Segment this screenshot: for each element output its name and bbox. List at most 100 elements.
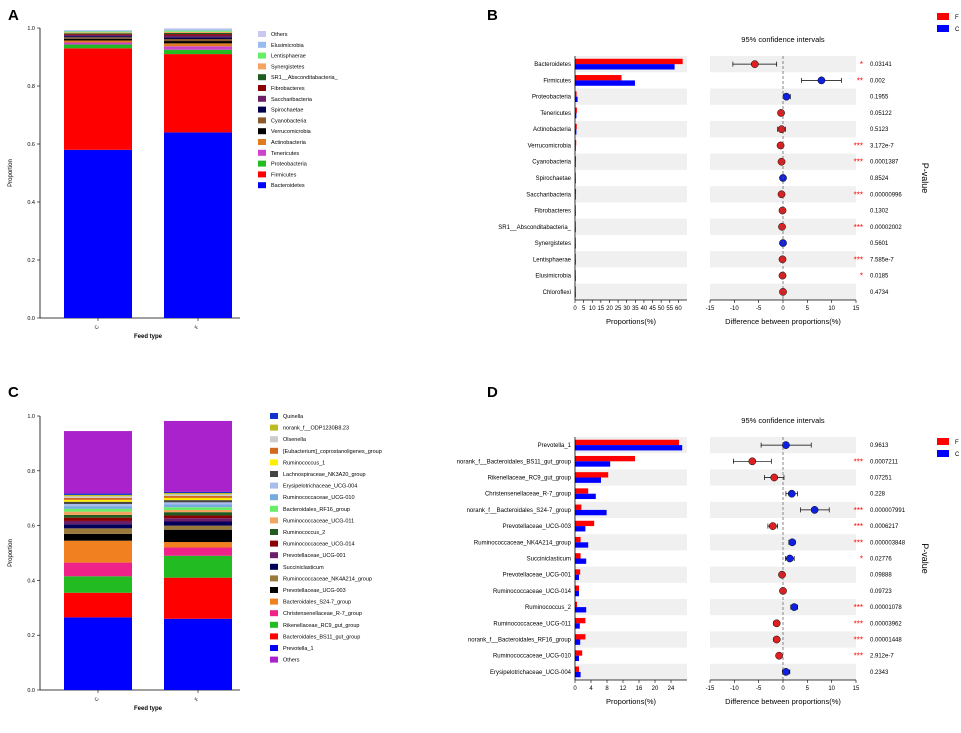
bar-segment (164, 502, 232, 505)
p-value: 0.000007991 (870, 508, 906, 514)
significance-mark: *** (854, 636, 863, 645)
left-x-tick-label: 15 (598, 306, 605, 312)
legend-swatch (258, 160, 266, 167)
left-x-tick-label: 8 (605, 686, 609, 692)
bar-segment (64, 431, 132, 494)
bar-segment (164, 43, 232, 47)
right-x-tick-label: -5 (756, 306, 762, 312)
x-tick-label: C (94, 696, 101, 702)
legend-label: Actinobacteria (271, 140, 307, 146)
p-value: 2.912e-7 (870, 654, 894, 660)
bar-segment (64, 499, 132, 502)
legend-swatch (258, 52, 266, 59)
bar-c (575, 590, 579, 597)
bar-segment (164, 54, 232, 133)
row-label: Ruminococcus_2 (525, 605, 572, 611)
panel-label: D (487, 384, 498, 401)
bar-segment (164, 512, 232, 516)
right-x-tick-label: 15 (853, 306, 860, 312)
legend-swatch (270, 656, 278, 663)
row-label: Actinobacteria (533, 127, 572, 133)
diff-point (782, 92, 791, 101)
row-label: Succiniclasticum (527, 557, 571, 563)
legend-label: Tenericutes (271, 151, 299, 157)
bar-segment (64, 501, 132, 504)
left-x-tick-label: 55 (666, 306, 673, 312)
row-shade (576, 153, 687, 170)
bar-segment (64, 503, 132, 507)
bar-segment (64, 31, 132, 33)
diff-point (772, 619, 781, 628)
p-value: 0.03141 (870, 62, 892, 68)
row-label: Proteobacteria (532, 95, 572, 101)
p-value-axis-label: P-value (920, 543, 930, 574)
left-x-tick-label: 50 (658, 306, 665, 312)
legend-swatch (270, 552, 278, 559)
left-x-tick-label: 60 (675, 306, 682, 312)
bar-f (575, 666, 579, 672)
legend-swatch (258, 128, 266, 135)
p-value: 0.00001078 (870, 605, 902, 611)
bar-segment (64, 576, 132, 593)
y-tick-label: 0.0 (27, 688, 35, 694)
diff-point (777, 190, 786, 199)
bar-segment (164, 420, 232, 492)
legend-label: Ruminococcus_1 (283, 460, 325, 466)
significance-mark: *** (854, 538, 863, 547)
bar-f (575, 569, 581, 575)
row-shade (576, 121, 687, 138)
significance-mark: *** (854, 223, 863, 232)
bar-c (575, 194, 576, 200)
bar-segment (164, 491, 232, 493)
p-value: 0.00001448 (870, 638, 902, 644)
bar-segment (164, 46, 232, 50)
legend-swatch (270, 529, 278, 535)
legend-swatch (937, 450, 949, 457)
y-tick-label: 0.4 (27, 200, 35, 206)
bar-segment (164, 132, 232, 318)
bar-segment (64, 48, 132, 150)
row-label: SR1__Absconditabacteria_ (498, 225, 571, 231)
significance-mark: ** (857, 76, 863, 85)
bar-c (575, 243, 576, 249)
legend-swatch (270, 424, 278, 431)
legend-label: Synergistetes (271, 64, 305, 70)
right-x-axis-label: Difference between proportions(%) (725, 697, 841, 706)
bar-segment (164, 504, 232, 508)
legend-label: Ruminococcaceae_NK4A214_group (283, 576, 372, 582)
legend-swatch (258, 74, 266, 81)
row-shade (710, 56, 856, 73)
right-x-tick-label: 5 (806, 306, 810, 312)
bar-segment (64, 511, 132, 515)
legend-swatch (270, 494, 278, 501)
bar-f (575, 58, 683, 65)
legend-label: Bacteroidales_RF16_group (283, 507, 350, 513)
p-value: 0.002 (870, 78, 886, 84)
row-label: Prevotellaceae_UCG-001 (503, 573, 572, 579)
bar-c (575, 291, 576, 298)
row-label: Fibrobacteres (534, 209, 571, 215)
p-value: 0.02776 (870, 557, 892, 563)
significance-mark: *** (854, 141, 863, 150)
bar-f (575, 585, 579, 591)
diff-point (778, 255, 787, 264)
legend-label: Bacteroidetes (271, 183, 305, 189)
row-label: Spirochaetae (536, 176, 572, 182)
legend-swatch (270, 459, 278, 466)
p-value-axis-label: P-value (920, 163, 930, 194)
right-x-tick-label: -10 (730, 306, 739, 312)
legend-label: Elusimicrobia (271, 43, 305, 49)
legend-label: Verrucomicrobia (271, 129, 312, 135)
bar-c (575, 64, 675, 70)
legend-label: Lentisphaerae (271, 54, 306, 60)
significance-mark: *** (854, 255, 863, 264)
right-x-axis-label: Difference between proportions(%) (725, 317, 841, 326)
legend-label: Ruminococcaceae_UCG-014 (283, 542, 355, 548)
diff-point (778, 570, 786, 579)
legend-label: Ruminococcaceae_UCG-011 (283, 518, 354, 524)
legend-swatch (270, 563, 278, 570)
bar-f (575, 488, 589, 494)
right-x-tick-label: 10 (828, 686, 835, 692)
row-shade (576, 566, 687, 583)
diff-point (748, 457, 757, 466)
